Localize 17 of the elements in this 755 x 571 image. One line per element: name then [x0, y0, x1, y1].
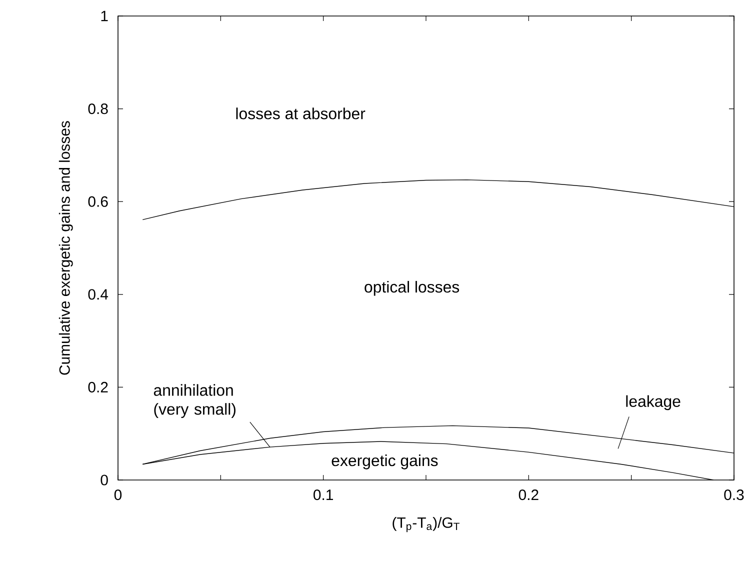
annotation: annihilation (very small) [154, 384, 236, 418]
x-tick-label: 0.3 [724, 490, 744, 500]
x-tick-label: 0.2 [518, 490, 538, 500]
x-axis-title: (T$_{p}$-T$_{a}$)/G$_{T}$ [392, 516, 460, 532]
annotation: losses at absorber [236, 108, 366, 120]
y-tick-label: 0 [100, 474, 108, 486]
x-tick-label: 0.1 [314, 490, 333, 500]
annotation: exergetic gains [332, 454, 438, 470]
y-tick-label: 0.2 [88, 382, 108, 392]
y-tick-label: 0.4 [88, 289, 108, 300]
annotation: leakage [626, 395, 680, 410]
y-axis-title: Cumulative exergetic gains and losses [58, 121, 73, 375]
x-tick-label: 0 [114, 490, 122, 500]
annotation: optical losses [364, 280, 460, 296]
y-tick-label: 0.8 [88, 104, 108, 114]
y-tick-label: 1 [101, 10, 108, 22]
y-tick-label: 0.6 [88, 196, 108, 207]
